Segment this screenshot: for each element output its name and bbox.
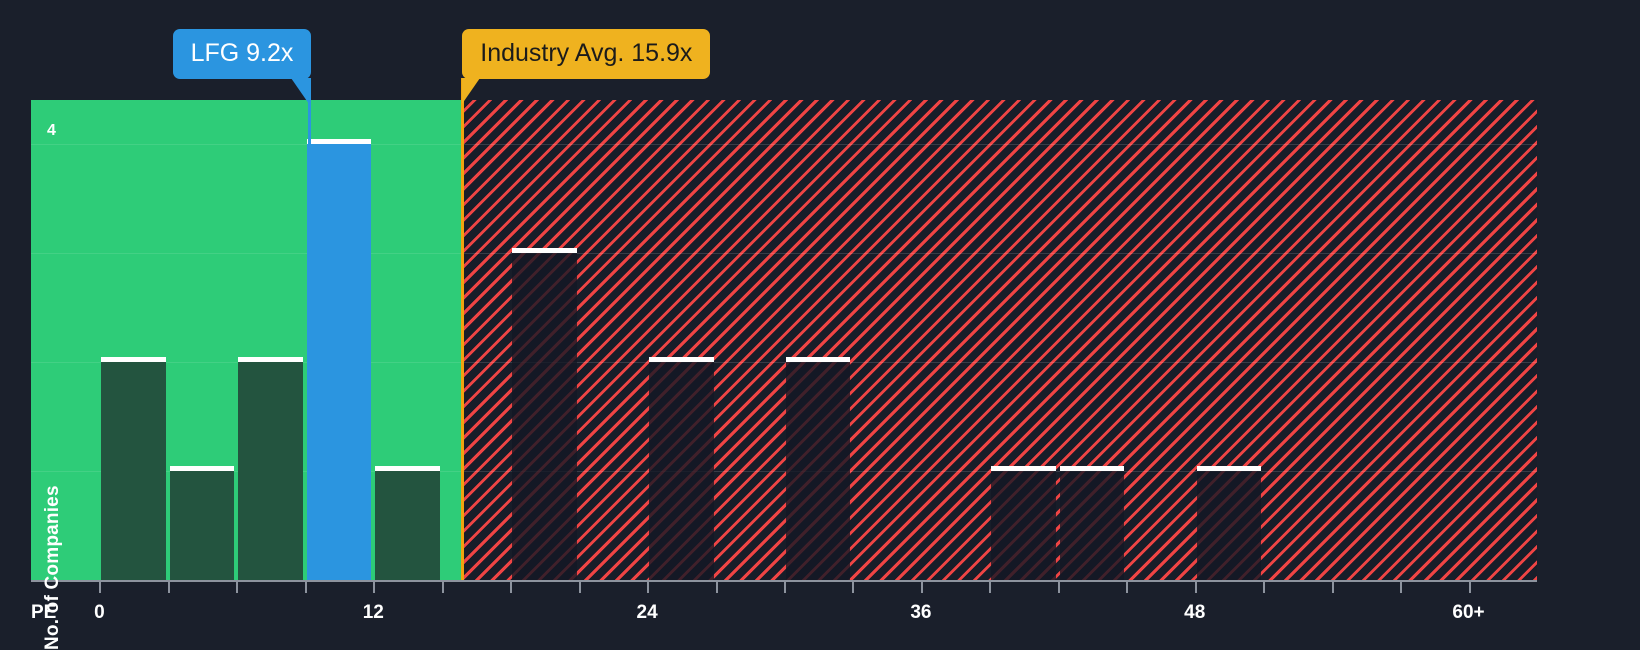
industry-avg-callout-tail <box>462 78 481 104</box>
industry-avg-callout-label: Industry Avg. 15.9x <box>480 39 693 67</box>
bar-48-51[interactable] <box>1196 465 1262 580</box>
bar-24-27[interactable] <box>649 356 714 580</box>
bar-18-21[interactable] <box>512 247 577 580</box>
x-tick-18 <box>510 582 513 593</box>
x-tick-21 <box>578 582 581 593</box>
plot-area <box>31 100 1537 580</box>
bar-cap <box>649 356 714 362</box>
bar-cap <box>512 247 577 253</box>
bar-0-3[interactable] <box>101 356 166 580</box>
x-tick-label-24: 24 <box>636 602 658 623</box>
gridline-2 <box>462 361 1537 363</box>
x-tick-48 <box>1194 582 1197 593</box>
gridline-3 <box>31 252 463 254</box>
x-tick-60 <box>1468 582 1471 593</box>
bar-12-15[interactable] <box>375 465 440 580</box>
bar-cap <box>991 465 1056 471</box>
x-tick-33 <box>852 582 855 593</box>
bar-cap <box>1059 465 1125 471</box>
gridline-4 <box>462 143 1537 145</box>
x-tick-57 <box>1400 582 1403 593</box>
bar-30-33[interactable] <box>786 356 851 580</box>
y-axis-tick-label-4: 4 <box>47 122 56 139</box>
gridline-3 <box>462 252 1537 254</box>
x-tick-label-36: 36 <box>910 602 932 623</box>
x-tick-54 <box>1331 582 1334 593</box>
x-tick-27 <box>715 582 718 593</box>
bar-cap <box>1196 465 1262 471</box>
x-tick-6 <box>236 582 239 593</box>
x-tick-30 <box>784 582 786 593</box>
x-axis-title: PE <box>31 602 57 623</box>
gridline-4 <box>31 143 463 145</box>
bar-cap <box>786 356 851 362</box>
x-tick-12 <box>373 582 376 593</box>
lfg-marker-line <box>308 78 312 144</box>
bar-series <box>31 100 1537 580</box>
x-tick-51 <box>1263 582 1266 593</box>
lfg-callout[interactable]: LFG 9.2x <box>172 29 312 79</box>
industry-avg-marker-line <box>461 78 465 580</box>
x-tick-label-60+: 60+ <box>1452 602 1485 623</box>
x-tick-0 <box>99 582 102 593</box>
bar-9-12[interactable] <box>306 138 372 580</box>
lfg-callout-tail <box>291 78 310 104</box>
bar-cap <box>101 356 166 362</box>
bar-42-45[interactable] <box>1059 465 1125 580</box>
x-tick-39 <box>989 582 992 593</box>
x-tick-label-0: 0 <box>94 602 105 623</box>
bar-3-6[interactable] <box>169 465 235 580</box>
x-tick-9 <box>304 582 307 593</box>
x-tick-label-12: 12 <box>362 602 384 623</box>
bar-cap <box>169 465 235 471</box>
x-tick-36 <box>920 582 923 593</box>
bar-cap <box>375 465 440 471</box>
x-tick-label-48: 48 <box>1184 602 1206 623</box>
x-tick-24 <box>647 582 650 593</box>
x-tick-45 <box>1126 582 1129 593</box>
bar-6-9[interactable] <box>238 356 303 580</box>
lfg-callout-label: LFG 9.2x <box>190 39 294 67</box>
x-tick-42 <box>1057 582 1060 593</box>
y-axis-title: No. of Companies <box>42 485 63 650</box>
bar-cap <box>306 138 372 144</box>
x-tick-15 <box>441 582 444 593</box>
x-tick-3 <box>167 582 170 593</box>
industry-avg-callout[interactable]: Industry Avg. 15.9x <box>462 29 711 79</box>
bar-39-42[interactable] <box>991 465 1056 580</box>
x-axis-line <box>31 580 1537 582</box>
bar-cap <box>238 356 303 362</box>
